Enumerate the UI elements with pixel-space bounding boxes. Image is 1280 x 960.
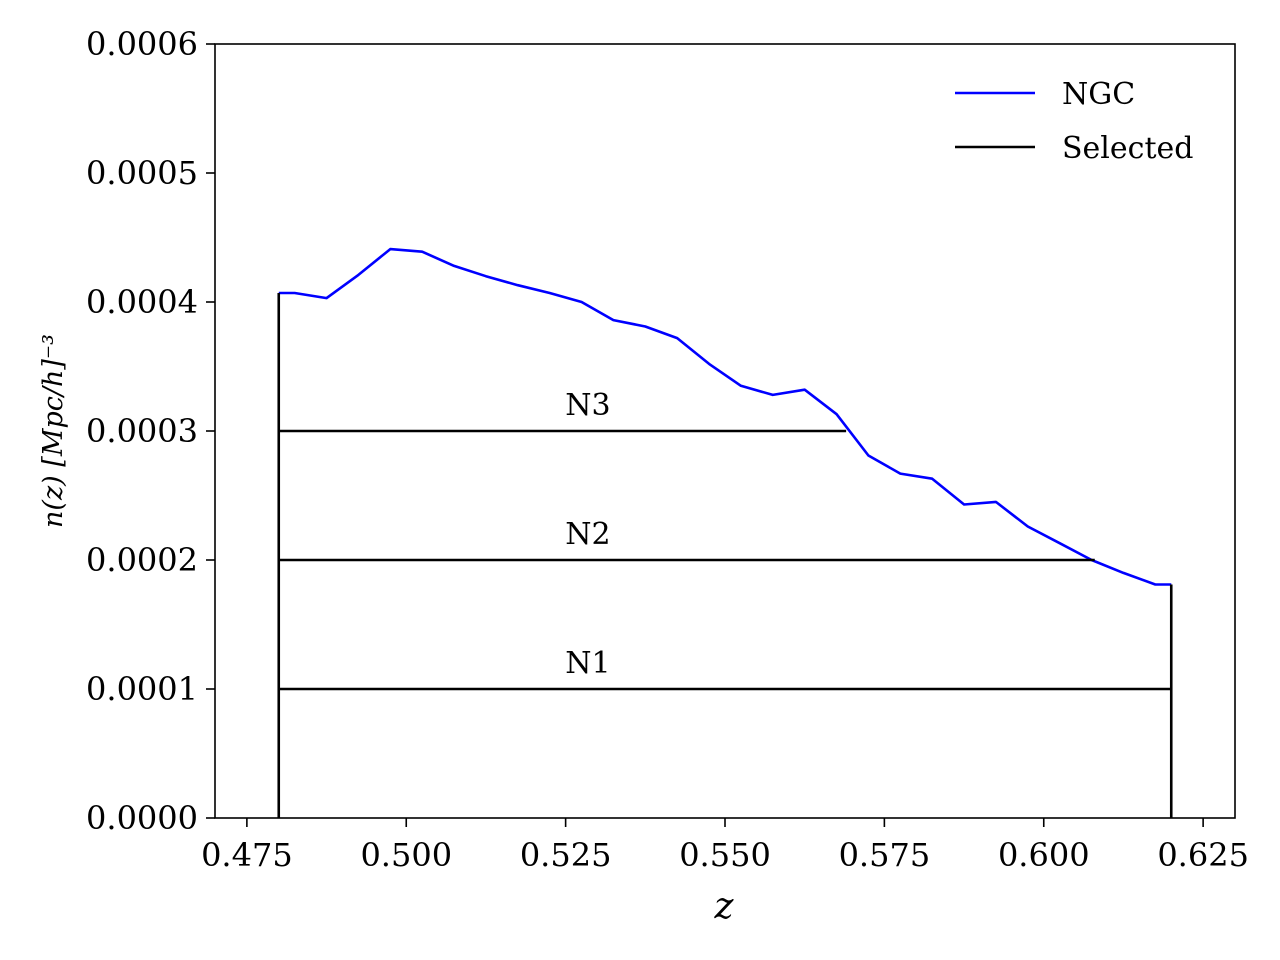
y-axis-ticks: 0.0000 0.0001 0.0002 0.0003 0.0004 0.0005 0.00… <box>86 25 215 837</box>
x-tick-label: 0.525 <box>520 836 612 874</box>
series-layer <box>277 247 1173 818</box>
x-tick-label: 0.575 <box>839 836 931 874</box>
x-axis-ticks: 0.475 0.500 0.525 0.550 0.575 0.600 0.625 <box>201 818 1249 874</box>
x-tick-label: 0.475 <box>201 836 293 874</box>
y-tick-label: 0.0000 <box>86 799 198 837</box>
y-tick-label: 0.0002 <box>86 541 198 579</box>
annotation-n2: N2 <box>565 517 610 552</box>
annotation-n1: N1 <box>565 646 610 681</box>
y-tick-label: 0.0004 <box>86 283 198 321</box>
series-line-ngc <box>278 247 1172 586</box>
x-axis-label: z <box>714 886 735 927</box>
annotation-layer: N1 N2 N3 <box>565 388 610 681</box>
y-tick-label: 0.0006 <box>86 25 198 63</box>
annotation-n3: N3 <box>565 388 610 423</box>
y-tick-label: 0.0001 <box>86 670 198 708</box>
y-tick-label: 0.0003 <box>86 412 198 450</box>
x-tick-label: 0.600 <box>998 836 1090 874</box>
y-tick-label: 0.0005 <box>86 154 198 192</box>
x-tick-label: 0.550 <box>679 836 771 874</box>
x-tick-label: 0.625 <box>1157 836 1249 874</box>
y-axis-label: n(z) [Mpc/h]⁻³ <box>38 334 69 528</box>
legend-label-selected: Selected <box>1062 131 1193 166</box>
legend: NGC Selected <box>955 77 1193 166</box>
x-tick-label: 0.500 <box>360 836 452 874</box>
plot-frame <box>214 43 1236 819</box>
legend-label-ngc: NGC <box>1062 77 1135 112</box>
